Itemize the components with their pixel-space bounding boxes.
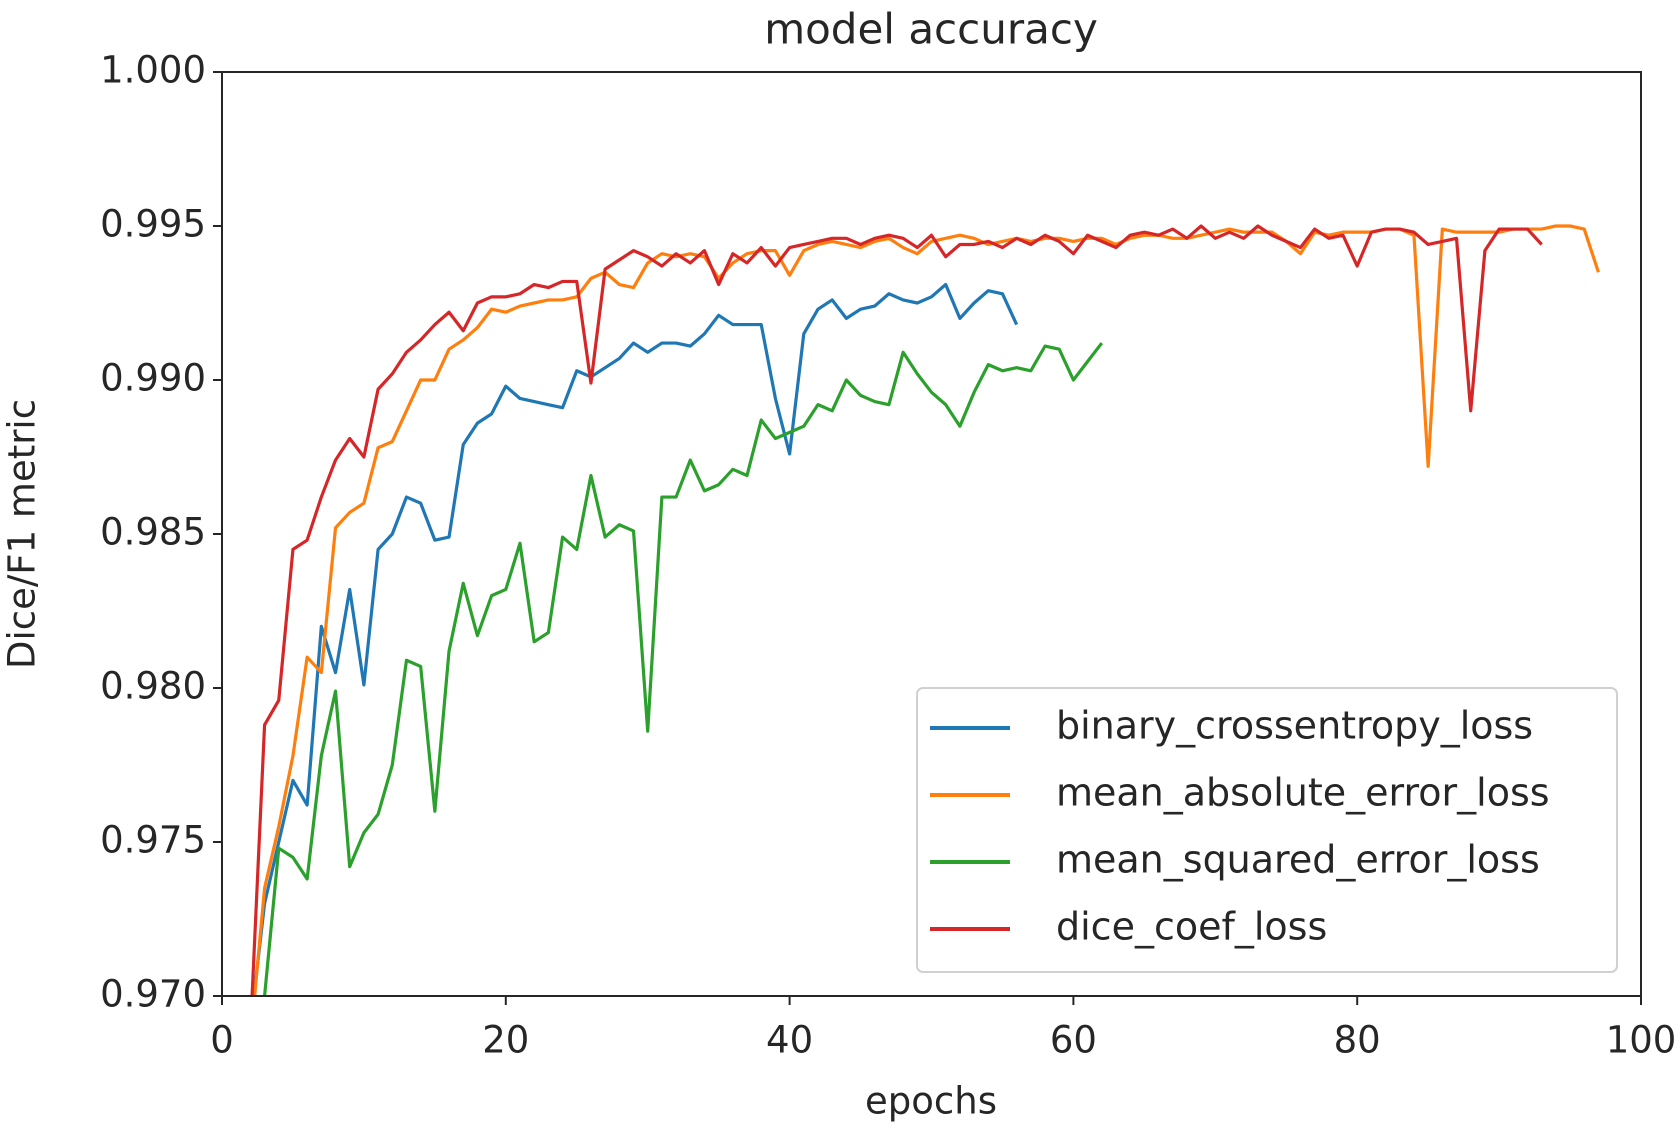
y-tick-label: 0.980 (100, 665, 206, 708)
y-tick-label: 0.970 (100, 973, 206, 1016)
x-tick-label: 80 (1334, 1019, 1381, 1062)
x-tick-label: 40 (766, 1019, 813, 1062)
legend-label: dice_coef_loss (1056, 905, 1327, 949)
chart-title: model accuracy (764, 5, 1098, 54)
x-tick-label: 0 (210, 1019, 234, 1062)
y-tick-label: 0.995 (100, 203, 206, 246)
x-tick-label: 20 (482, 1019, 529, 1062)
y-axis-label: Dice/F1 metric (1, 399, 44, 669)
legend-box (916, 687, 1618, 973)
data-line (252, 282, 1019, 996)
x-tick-label: 100 (1606, 1019, 1674, 1062)
y-tick-label: 0.975 (100, 819, 206, 862)
legend-label: mean_squared_error_loss (1056, 838, 1540, 882)
data-line (262, 342, 1104, 996)
y-tick-label: 1.000 (100, 49, 206, 92)
plot-lines (250, 224, 1600, 996)
x-tick-label: 60 (1050, 1019, 1097, 1062)
y-tick-label: 0.985 (100, 511, 206, 554)
x-axis-label: epochs (865, 1080, 997, 1123)
data-line (250, 224, 1543, 996)
legend-label: mean_absolute_error_loss (1056, 771, 1550, 815)
y-tick-label: 0.990 (100, 357, 206, 400)
legend-label: binary_crossentropy_loss (1056, 704, 1533, 748)
